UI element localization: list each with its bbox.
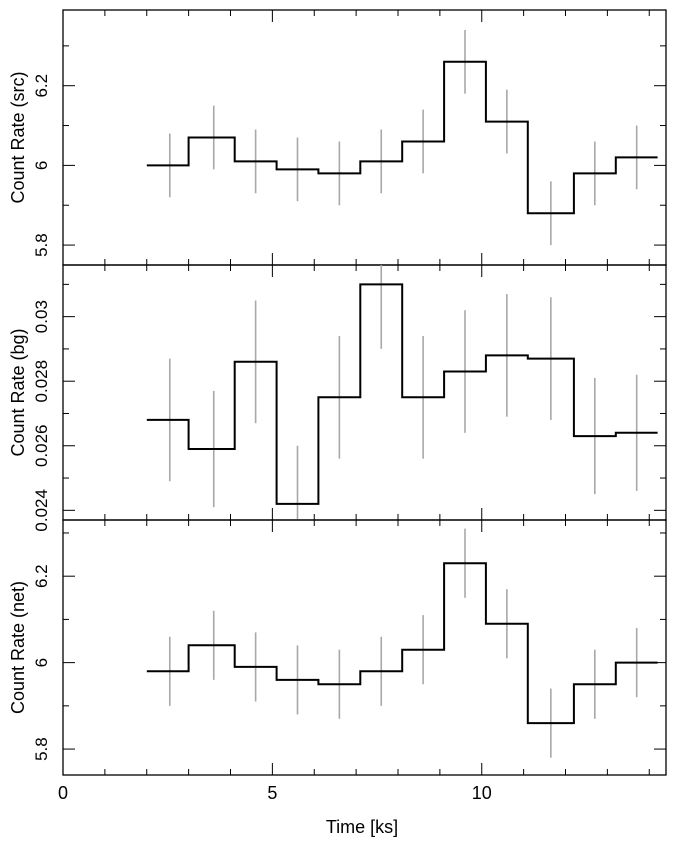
panel-frame: [62, 264, 667, 521]
y-tick-label: 6.2: [32, 564, 51, 588]
step-line: [146, 562, 658, 725]
y-tick-label: 0.026: [32, 424, 51, 467]
panel-frame: [62, 519, 667, 776]
x-tick-label: 10: [472, 783, 492, 803]
y-tick-label: 6: [32, 658, 51, 667]
y-tick-label: 0.03: [32, 300, 51, 333]
y-tick-label: 6: [32, 161, 51, 170]
y-axis-label: Count Rate (bg): [8, 328, 28, 456]
y-tick-label: 5.8: [32, 233, 51, 257]
x-tick-label: 5: [267, 783, 277, 803]
y-tick-label: 0.028: [32, 360, 51, 403]
x-tick-label: 0: [58, 783, 68, 803]
y-axis-label: Count Rate (src): [8, 71, 28, 203]
y-tick-label: 6.2: [32, 74, 51, 98]
step-line: [146, 60, 658, 215]
y-tick-label: 0.024: [32, 489, 51, 532]
y-tick-label: 5.8: [32, 737, 51, 761]
x-axis-label: Time [ks]: [326, 817, 398, 837]
panel-frame: [62, 9, 667, 266]
step-line: [146, 283, 658, 505]
y-axis-label: Count Rate (net): [8, 581, 28, 714]
